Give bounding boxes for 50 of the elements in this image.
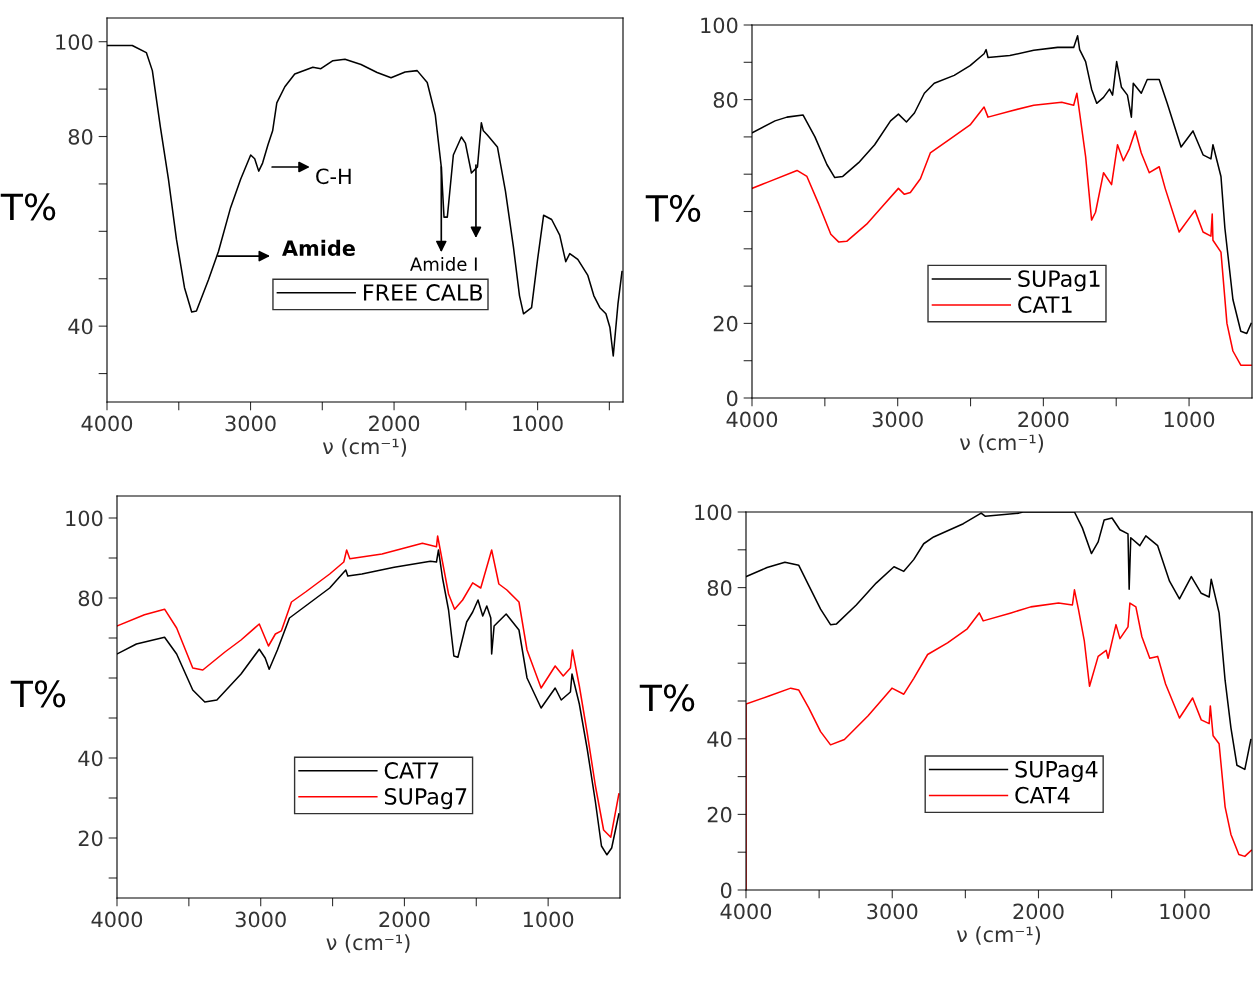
legend-label: SUPag7 [384, 788, 467, 810]
y-tick-label: 40 [707, 731, 732, 748]
x-tick-label: 3000 [872, 411, 923, 428]
x-tick-label: 4000 [91, 911, 143, 928]
legend-label: SUPag4 [1015, 760, 1098, 782]
annotation: C-H [316, 168, 351, 185]
y-tick-label: 80 [707, 580, 732, 596]
legend-label: CAT1 [1018, 296, 1072, 313]
y-axis-title: T% [645, 194, 701, 222]
x-tick-label: 2000 [369, 415, 420, 432]
x-tick-label: 2000 [1018, 411, 1069, 428]
x-tick-label: 2000 [379, 911, 430, 928]
y-tick-label: 40 [78, 750, 103, 767]
y-tick-label: 40 [68, 318, 93, 335]
y-tick-label: 0 [720, 882, 732, 899]
x-tick-label: 4000 [81, 415, 133, 432]
x-tick-label: 3000 [867, 903, 918, 920]
y-tick-label: 100 [66, 510, 103, 527]
annotation: Amide [282, 239, 355, 256]
y-tick-label: 0 [726, 390, 738, 407]
annotation: Amide I [410, 256, 477, 271]
y-axis-title: T% [0, 193, 56, 221]
x-tick-label: 4000 [720, 903, 772, 920]
y-tick-label: 20 [707, 806, 732, 823]
legend-label: SUPag1 [1018, 270, 1100, 292]
x-tick-label: 3000 [225, 415, 276, 432]
y-tick-label: 20 [78, 830, 103, 847]
x-tick-label: 4000 [726, 411, 778, 428]
y-axis-title: T% [10, 680, 66, 708]
x-tick-label: 1000 [1160, 903, 1210, 920]
y-tick-label: 100 [695, 504, 732, 521]
y-tick-label: 80 [713, 92, 738, 108]
legend-label: CAT7 [384, 762, 439, 779]
x-tick-label: 1000 [523, 911, 574, 928]
y-tick-label: 80 [68, 128, 93, 145]
y-tick-label: 100 [701, 17, 738, 34]
y-tick-label: 80 [78, 590, 103, 607]
legend-label: CAT4 [1015, 786, 1070, 804]
y-axis-title: T% [639, 684, 695, 712]
x-tick-label: 1000 [513, 415, 563, 432]
y-tick-label: 20 [713, 315, 738, 332]
x-tick-label: 3000 [235, 911, 286, 928]
x-axis-title: ν (cm⁻¹) [956, 926, 1041, 945]
x-tick-label: 1000 [1164, 411, 1215, 428]
legend-label: FREE CALB [364, 284, 482, 301]
x-axis-title: ν (cm⁻¹) [959, 434, 1044, 453]
y-tick-label: 100 [56, 34, 93, 50]
x-axis-title: ν (cm⁻¹) [322, 438, 407, 457]
x-tick-label: 2000 [1013, 903, 1064, 920]
x-axis-title: ν (cm⁻¹) [326, 934, 410, 953]
